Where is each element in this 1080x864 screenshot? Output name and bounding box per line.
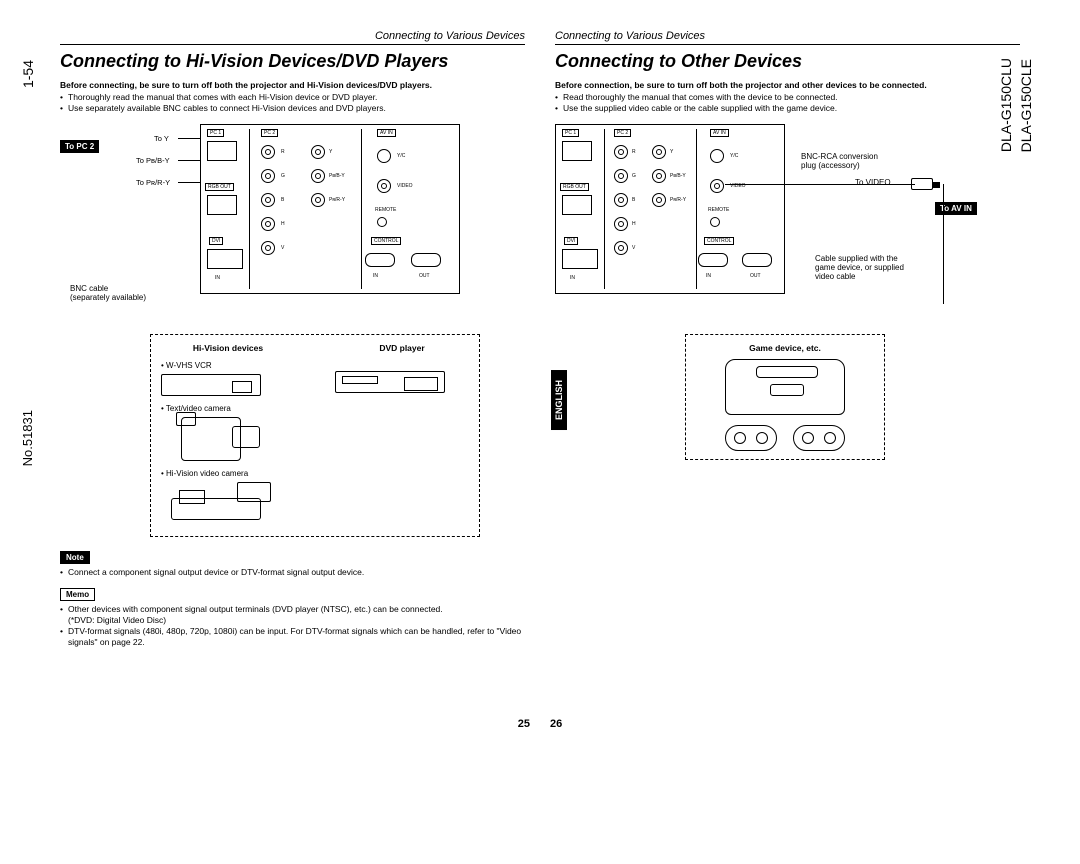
page-number-25: 25	[60, 718, 540, 730]
instruction-item: Thoroughly read the manual that comes wi…	[60, 92, 525, 103]
game-device-header: Game device, etc.	[696, 343, 874, 353]
dvd-header: DVD player	[335, 343, 469, 353]
cable-note: Cable supplied with the game device, or …	[815, 254, 904, 281]
page-title: Connecting to Hi-Vision Devices/DVD Play…	[60, 51, 525, 72]
to-avin-tag: To AV IN	[935, 202, 977, 215]
bnc-rca-label: BNC-RCA conversion plug (accessory)	[801, 152, 878, 170]
hivision-camera-label: Hi-Vision video camera	[166, 469, 248, 478]
page-spread: Connecting to Various Devices Connecting…	[60, 30, 1020, 658]
page-26: ENGLISH Connecting to Various Devices Co…	[555, 30, 1020, 658]
connection-diagram: PC 1 RGB OUT DVI IN PC 2 R G B H V Y Pʙ/…	[555, 124, 1020, 324]
bnc-cable-label: BNC cable (separately available)	[70, 284, 146, 302]
memo-list: Other devices with component signal outp…	[60, 604, 525, 648]
instruction-item: Use the supplied video cable or the cabl…	[555, 103, 1020, 114]
warning-text: Before connecting, be sure to turn off b…	[60, 80, 525, 90]
controller-icon	[725, 425, 777, 451]
note-tag: Note	[60, 551, 90, 564]
in-label: IN	[215, 275, 220, 281]
page-25: Connecting to Various Devices Connecting…	[60, 30, 525, 658]
rca-plug-icon	[911, 178, 933, 190]
breadcrumb: Connecting to Various Devices	[555, 30, 1020, 45]
vcr-icon	[161, 374, 261, 396]
wvhs-label: W-VHS VCR	[166, 361, 212, 370]
projector-rear-panel: PC 1 RGB OUT DVI IN PC 2 R G B H V Y Pʙ/…	[200, 124, 460, 294]
note-item: Connect a component signal output device…	[60, 567, 525, 578]
instruction-item: Read thoroughly the manual that comes wi…	[555, 92, 1020, 103]
dvi-label: DVI	[209, 237, 223, 245]
to-pc2-tag: To PC 2	[60, 140, 99, 153]
connection-diagram: To PC 2 To Y To Pʙ/B-Y To Pʀ/R-Y BNC cab…	[60, 124, 525, 324]
doc-number: No.51831	[20, 410, 35, 466]
hi-vision-devices-box: Hi-Vision devices • W-VHS VCR • Text/vid…	[150, 334, 480, 537]
instruction-item: Use separately available BNC cables to c…	[60, 103, 525, 114]
to-video-label: To VIDEO	[855, 178, 891, 187]
pc1-label: PC 1	[207, 129, 224, 137]
hivision-camera-icon	[171, 482, 271, 524]
memo-item: DTV-format signals (480i, 480p, 720p, 10…	[60, 626, 525, 648]
pc2-label: PC 2	[261, 129, 278, 137]
breadcrumb: Connecting to Various Devices	[60, 30, 525, 45]
page-title: Connecting to Other Devices	[555, 51, 1020, 72]
to-y-label: To Y	[154, 134, 169, 143]
instruction-list: Thoroughly read the manual that comes wi…	[60, 92, 525, 114]
instruction-list: Read thoroughly the manual that comes wi…	[555, 92, 1020, 114]
projector-rear-panel: PC 1 RGB OUT DVI IN PC 2 R G B H V Y Pʙ/…	[555, 124, 785, 294]
text-camera-icon	[181, 417, 241, 461]
rgb-out-label: RGB OUT	[205, 183, 234, 191]
game-device-box: Game device, etc.	[685, 334, 885, 460]
memo-tag: Memo	[60, 588, 95, 601]
memo-item: Other devices with component signal outp…	[60, 604, 525, 626]
note-list: Connect a component signal output device…	[60, 567, 525, 578]
controller-icon	[793, 425, 845, 451]
english-tab: ENGLISH	[551, 370, 567, 430]
avin-label: AV IN	[377, 129, 396, 137]
control-label: CONTROL	[371, 237, 401, 245]
dvd-player-icon	[335, 371, 445, 393]
game-console-icon	[725, 359, 845, 415]
page-numbers: 25 26	[60, 718, 1020, 730]
controllers	[696, 425, 874, 451]
page-ref-top-left: 1-54	[20, 60, 36, 88]
to-pr-label: To Pʀ/R-Y	[136, 178, 170, 187]
warning-text: Before connection, be sure to turn off b…	[555, 80, 1020, 90]
hi-vision-header: Hi-Vision devices	[161, 343, 295, 353]
to-pb-label: To Pʙ/B-Y	[136, 156, 170, 165]
page-number-26: 26	[540, 718, 1020, 730]
